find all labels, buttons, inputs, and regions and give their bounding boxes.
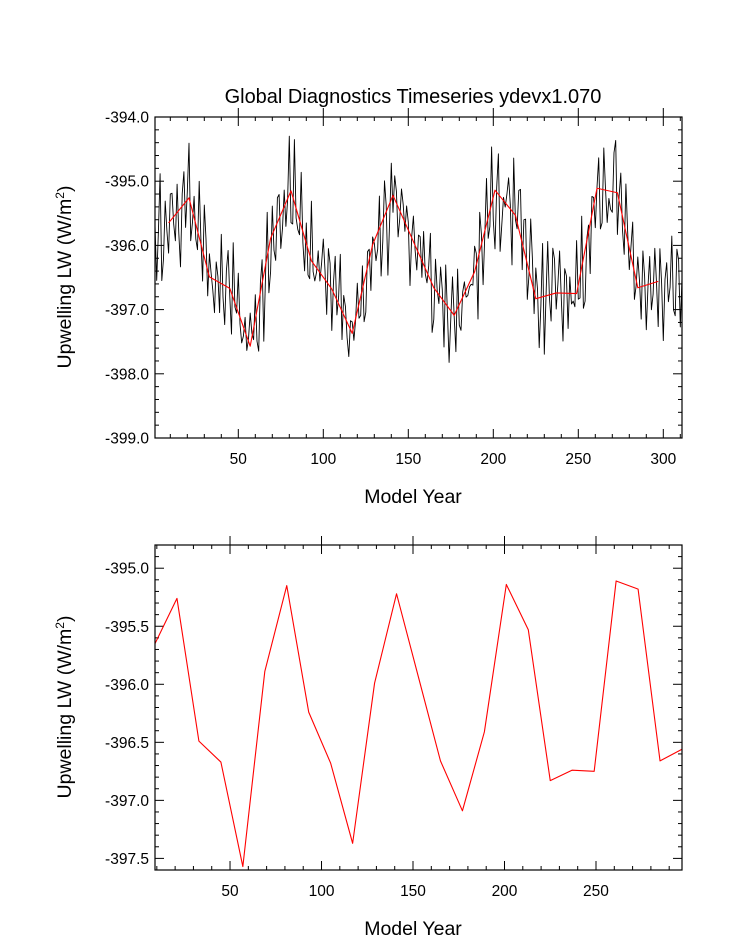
top-x-tick-label: 150 <box>395 451 421 468</box>
top-chart-title: Global Diagnostics Timeseries ydevx1.070 <box>225 86 602 108</box>
top-y-tick-label: -397.0 <box>105 302 149 319</box>
bottom-x-tick-label: 150 <box>400 883 426 900</box>
bottom-panel: -395.0 -395.5 -396.0 -396.5 -397.0 -397.5 50 10… <box>53 536 683 940</box>
bottom-y-tick-label: -397.0 <box>105 793 149 810</box>
top-y-tick-label: -395.0 <box>105 174 149 191</box>
top-y-axis-title-end: ) <box>54 186 76 193</box>
top-y-tick-label: -394.0 <box>105 110 149 127</box>
top-series-annual-line <box>154 135 683 363</box>
bottom-x-tick-label: 250 <box>583 883 609 900</box>
bottom-y-tick-label: -395.0 <box>105 561 149 578</box>
bottom-y-axis-title-end: ) <box>54 616 76 623</box>
top-x-tick-label: 50 <box>230 451 248 468</box>
top-series-running-mean-line <box>168 187 659 347</box>
bottom-y-axis-title: Upwelling LW (W/m2) <box>53 616 76 799</box>
bottom-x-axis-title: Model Year <box>364 918 462 940</box>
top-x-tick-label: 200 <box>480 451 506 468</box>
bottom-y-tick-label: -395.5 <box>105 619 149 636</box>
bottom-x-tick-label: 50 <box>221 883 239 900</box>
bottom-y-tick-label: -396.0 <box>105 677 149 694</box>
bottom-plot-area: -395.0 -395.5 -396.0 -396.5 -397.0 -397.5 50 10… <box>105 536 683 900</box>
top-y-tick-label: -398.0 <box>105 366 149 383</box>
top-x-tick-label: 250 <box>565 451 591 468</box>
bottom-x-tick-label: 200 <box>492 883 518 900</box>
top-y-axis-title-main: Upwelling LW (W/m <box>54 199 76 369</box>
top-x-tick-label: 100 <box>310 451 336 468</box>
top-x-axis-title: Model Year <box>364 486 462 508</box>
top-panel: Global Diagnostics Timeseries ydevx1.070… <box>53 86 683 508</box>
top-x-tick-label: 300 <box>650 451 676 468</box>
bottom-y-tick-label: -396.5 <box>105 735 149 752</box>
top-y-tick-label: -399.0 <box>105 431 149 448</box>
bottom-x-tick-label: 100 <box>309 883 335 900</box>
bottom-series-running-mean-line <box>154 580 683 868</box>
bottom-y-axis-title-sup: 2 <box>53 622 67 629</box>
bottom-y-tick-label: -397.5 <box>105 851 149 868</box>
top-plot-frame <box>154 116 683 439</box>
top-y-axis-title-sup: 2 <box>53 192 67 199</box>
top-plot-area: -394.0 -395.0 -396.0 -397.0 -398.0 -399.0 50 10… <box>105 108 683 468</box>
bottom-y-axis-title-main: Upwelling LW (W/m <box>54 629 76 799</box>
top-y-axis-title: Upwelling LW (W/m2) <box>53 186 76 369</box>
bottom-plot-frame <box>154 544 683 871</box>
top-y-tick-label: -396.0 <box>105 238 149 255</box>
